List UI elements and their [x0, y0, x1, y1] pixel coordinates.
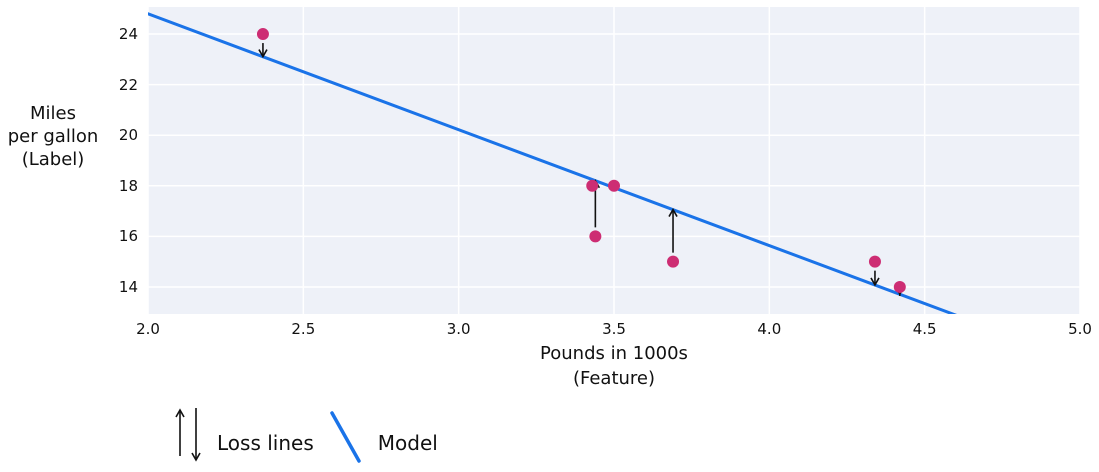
- x-tick-label: 4.5: [912, 320, 937, 338]
- y-tick-label: 24: [118, 25, 138, 44]
- model-line: [148, 12, 958, 314]
- x-tick-label: 5.0: [1068, 320, 1092, 338]
- data-point: [868, 255, 881, 268]
- plot-area: [148, 7, 1080, 314]
- y-tick-label: 22: [118, 75, 138, 94]
- y-tick-label: 16: [118, 227, 138, 246]
- y-axis-label: Miles per gallon (Label): [7, 103, 99, 170]
- x-tick-label: 4.0: [757, 320, 782, 338]
- x-tick-label: 2.5: [291, 320, 316, 338]
- y-tick-label: 18: [118, 176, 138, 195]
- model-legend-icon: [330, 411, 361, 463]
- y-tick-label: 20: [118, 126, 138, 145]
- x-tick-label: 3.0: [446, 320, 471, 338]
- data-point: [586, 179, 599, 192]
- x-tick-label: 3.5: [602, 320, 626, 338]
- data-point: [667, 255, 680, 268]
- data-point: [893, 280, 906, 293]
- data-point: [589, 230, 602, 243]
- legend-model-label: Model: [377, 431, 438, 455]
- x-tick-label: 2.0: [136, 320, 160, 338]
- data-point: [608, 179, 620, 192]
- loss-line-arrow: [258, 43, 268, 59]
- y-tick-label: 14: [118, 277, 138, 296]
- x-axis-label: Pounds in 1000s (Feature): [540, 343, 688, 389]
- loss-line-arrow: [870, 270, 880, 287]
- legend: Loss lines Model: [172, 406, 438, 464]
- data-point: [256, 28, 269, 41]
- legend-loss-label: Loss lines: [217, 431, 314, 455]
- loss-line-arrow: [668, 207, 678, 253]
- loss-lines-legend-icon: [175, 408, 201, 462]
